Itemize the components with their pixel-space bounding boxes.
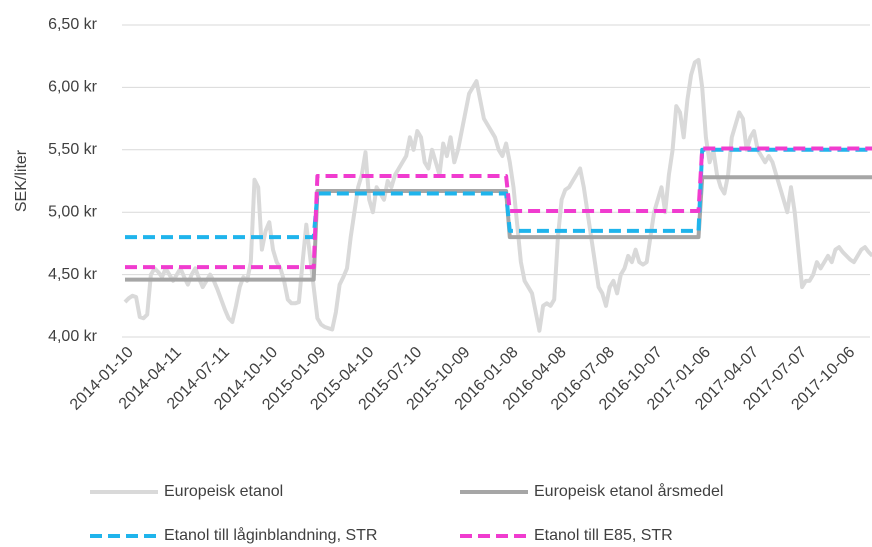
y-tick-label: 4,00 kr	[48, 328, 98, 345]
series-line	[125, 146, 872, 270]
y-tick-label: 6,50 kr	[48, 16, 98, 33]
legend-label: Etanol till E85, STR	[534, 527, 673, 544]
legend-label: Europeisk etanol årsmedel	[534, 482, 723, 500]
series-line	[123, 57, 872, 333]
series-line	[125, 147, 872, 240]
series-line	[125, 175, 872, 282]
legend-label: Etanol till låginblandning, STR	[164, 526, 377, 544]
y-axis-label: SEK/liter	[13, 149, 30, 212]
y-tick-label: 4,50 kr	[48, 266, 98, 283]
legend-label: Europeisk etanol	[164, 483, 283, 500]
y-tick-label: 5,00 kr	[48, 203, 98, 220]
y-tick-label: 6,00 kr	[48, 79, 98, 96]
y-tick-label: 5,50 kr	[48, 141, 98, 158]
